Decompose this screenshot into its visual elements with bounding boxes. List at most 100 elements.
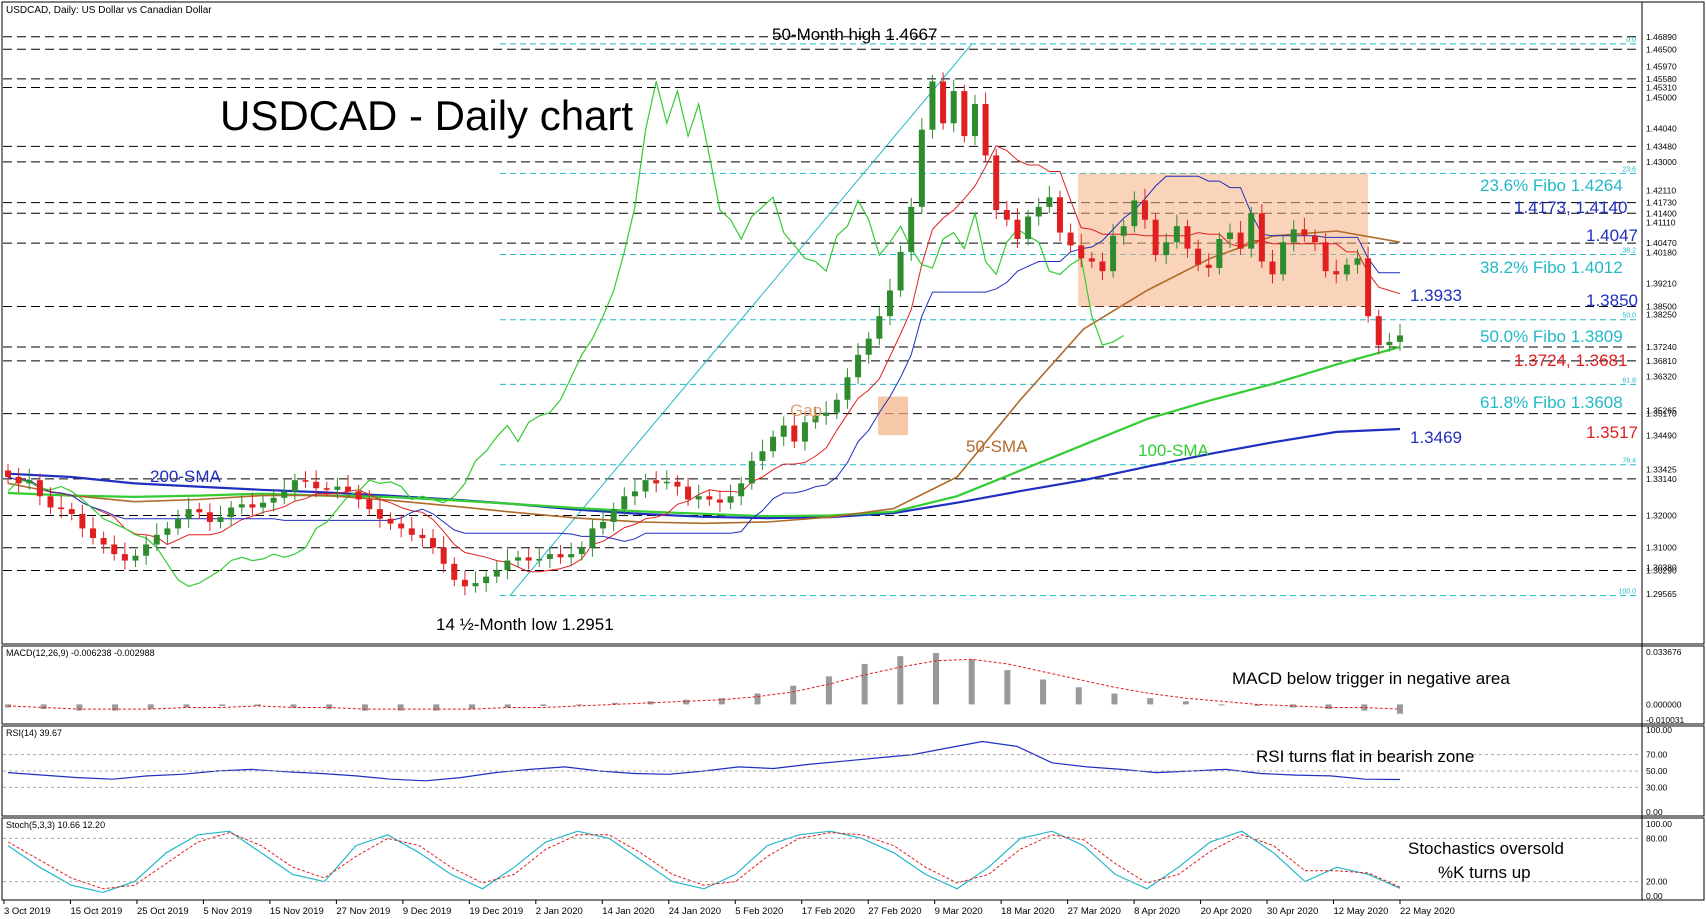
rsi-tick-label: 70.00 [1646,750,1668,760]
candle-body [1088,258,1095,262]
candle-body [1205,264,1212,268]
candle-body [238,504,245,508]
candle-body [430,538,437,548]
stoch-tick-label: 0.00 [1646,891,1663,901]
fibo-level-pct: 38.2 [1622,247,1636,254]
chikou-line [7,81,1125,587]
candle-body [557,554,564,558]
sma50-label: 50-SMA [966,437,1028,456]
candle-body [982,103,989,156]
candle-body [451,563,458,580]
candle-body [1301,229,1308,236]
candle-body [1078,245,1085,259]
macd-tick-label: -0.010031 [1646,715,1685,725]
sma100-label: 100-SMA [1138,441,1210,460]
price-tick-label: 1.34490 [1646,430,1677,440]
macd-histogram-bar [1254,704,1261,706]
candle-body [780,425,787,437]
date-tick-label: 8 Apr 2020 [1134,906,1180,917]
candle-body [812,415,819,423]
macd-histogram-bar [397,704,404,711]
candle-body [770,436,777,452]
price-tick-label: 1.33140 [1646,474,1677,484]
price-tick-label: 1.29565 [1646,589,1677,599]
candle-body [1311,235,1318,243]
candle-body [483,576,490,584]
candle-body [196,509,203,513]
candle-body [355,491,362,500]
candle-body [642,480,649,492]
price-tick-label: 1.39210 [1646,279,1677,289]
candle-body [270,497,277,503]
level-13933-label: 1.3933 [1410,286,1462,305]
candle-body [833,399,840,413]
rsi-tick-label: 50.00 [1646,766,1668,776]
fibo-level-pct: 23.6 [1622,166,1636,173]
candle-body [1280,242,1287,275]
candle-body [143,544,150,556]
candle-body [940,81,947,124]
candle-body [1375,316,1382,346]
stoch-tick-label: 80.00 [1646,833,1668,843]
macd-histogram-bar [968,659,975,705]
price-tick-label: 1.33425 [1646,465,1677,475]
candle-body [90,528,97,539]
macd-signal-line [7,658,1401,710]
candle-body [291,480,298,492]
gap-box [878,396,908,436]
macd-histogram-bar [147,704,154,710]
candle-body [589,528,596,548]
series-line-100-sma [7,345,1401,518]
candle-body [153,534,160,545]
fibo500-label: 50.0% Fibo 1.3809 [1480,327,1623,346]
level-13469-label: 1.3469 [1410,428,1462,447]
chart-title: USDCAD - Daily chart [220,92,633,139]
level-14173-label: 1.4173, 1.4140 [1514,198,1627,217]
candle-body [493,570,500,577]
candle-body [376,509,383,519]
date-tick-label: 27 Mar 2020 [1068,906,1121,917]
price-tick-label: 1.36320 [1646,372,1677,382]
candle-body [461,579,468,587]
candle-body [419,534,426,539]
candle-body [918,129,925,207]
fibo-level-pct: 0.0 [1626,37,1636,44]
price-tick-label: 1.45310 [1646,83,1677,93]
candle-body [132,555,139,561]
main-panel-frame [1,1,1705,645]
price-tick-label: 1.46500 [1646,44,1677,54]
candle-body [302,480,309,482]
macd-histogram-bar [1289,704,1296,708]
candle-body [1333,271,1340,275]
macd-histogram-bar [183,704,190,708]
macd-histogram-bar [504,704,511,708]
series-line-200-sma [7,427,1401,520]
level-13724-label: 1.3724, 1.3681 [1514,351,1627,370]
candle-body [47,496,54,508]
date-tick-label: 25 Oct 2019 [137,906,189,917]
price-tick-label: 1.45000 [1646,93,1677,103]
candle-body [1152,219,1159,256]
candle-body [366,499,373,510]
stoch-k-line [7,830,1401,894]
macd-histogram-bar [754,693,761,705]
candle-body [653,480,660,484]
price-tick-label: 1.42110 [1646,185,1676,195]
price-tick-label: 1.43000 [1646,157,1677,167]
candle-body [1269,261,1276,275]
price-tick-label: 1.41730 [1646,198,1677,208]
rsi-note: RSI turns flat in bearish zone [1256,747,1474,766]
date-tick-label: 3 Oct 2019 [4,906,50,917]
candle-body [206,512,213,522]
macd-histogram-bar [861,663,868,705]
candle-body [440,547,447,564]
macd-title: MACD(12,26,9) -0.006238 -0.002988 [6,648,155,658]
candle-body [993,155,1000,211]
price-tick-label: 1.41400 [1646,208,1677,218]
candle-body [1056,197,1063,233]
price-tick-label: 1.45580 [1646,74,1677,84]
candle-body [536,558,543,561]
candle-body [15,476,22,484]
date-tick-label: 14 Jan 2020 [602,906,654,917]
low-label: 14 ½-Month low 1.2951 [436,615,614,634]
